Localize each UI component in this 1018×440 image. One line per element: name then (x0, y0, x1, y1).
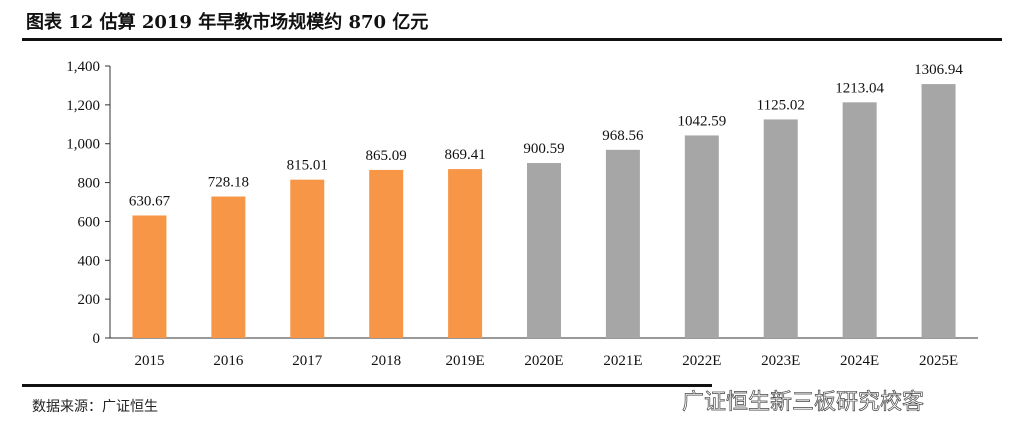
x-tick-label: 2024E (840, 353, 879, 369)
data-label: 968.56 (602, 128, 644, 144)
y-tick-label: 1,400 (66, 59, 100, 75)
data-label: 1042.59 (677, 113, 726, 129)
bar (684, 135, 719, 338)
data-label: 630.67 (129, 193, 171, 209)
bar (132, 215, 167, 338)
y-tick-label: 0 (93, 331, 101, 347)
y-tick-label: 1,200 (66, 98, 100, 114)
title-divider (22, 38, 1002, 41)
y-tick-label: 200 (78, 292, 101, 308)
footer-divider (22, 384, 712, 387)
bar (290, 179, 325, 338)
bar (605, 149, 640, 338)
x-tick-label: 2020E (524, 353, 563, 369)
bar (448, 169, 483, 338)
x-tick-label: 2023E (761, 353, 800, 369)
bar (842, 102, 877, 338)
x-tick-label: 2021E (603, 353, 642, 369)
x-tick-label: 2019E (446, 353, 485, 369)
y-tick-label: 400 (78, 253, 101, 269)
x-tick-label: 2016 (213, 353, 244, 369)
bar (369, 169, 404, 338)
y-tick-label: 600 (78, 214, 101, 230)
data-label: 865.09 (366, 148, 407, 164)
y-tick-label: 800 (78, 176, 101, 192)
source-note: 数据来源：广证恒生 (32, 399, 158, 415)
data-label: 1213.04 (835, 80, 884, 96)
data-label: 1125.02 (757, 97, 805, 113)
data-label: 1306.94 (914, 62, 963, 78)
data-label: 815.01 (287, 158, 328, 174)
data-label: 728.18 (208, 175, 249, 191)
bar (763, 119, 798, 338)
x-tick-label: 2025E (919, 353, 958, 369)
data-label: 869.41 (444, 147, 485, 163)
y-tick-label: 1,000 (66, 137, 100, 153)
x-tick-label: 2015 (134, 353, 164, 369)
x-tick-label: 2022E (682, 353, 721, 369)
x-tick-label: 2017 (292, 353, 323, 369)
watermark: 广证恒生新三板研究校客 (682, 390, 925, 416)
x-tick-label: 2018 (371, 353, 401, 369)
bar (921, 84, 956, 338)
bar (211, 196, 246, 338)
bar (527, 163, 561, 338)
data-label: 900.59 (523, 141, 564, 157)
chart-title: 图表 12 估算 2019 年早教市场规模约 870 亿元 (26, 12, 429, 33)
